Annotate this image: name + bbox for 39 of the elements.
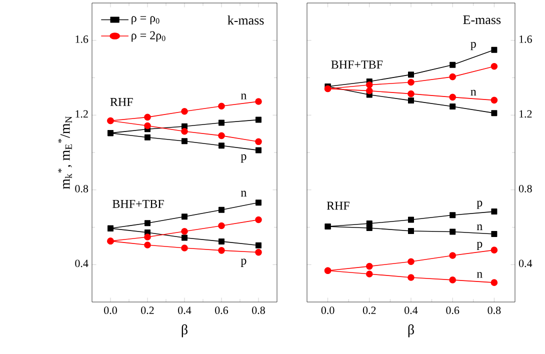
x-tick-label: 0.0 [321, 306, 334, 314]
x-tick-label: 0.4 [178, 306, 192, 314]
annotation: BHF+TBF [331, 60, 383, 69]
y-tick-label: 0.4 [518, 260, 532, 268]
y-tick-label: 0.8 [518, 184, 532, 192]
annotation: n [470, 90, 476, 96]
legend-label: ρ = ρ$_{0}$ [132, 16, 160, 24]
y-tick-label: 1.6 [76, 36, 88, 43]
x-tick-label: 0.2 [141, 306, 154, 314]
annotation: n [240, 94, 247, 100]
y-tick-label: 1.2 [520, 110, 532, 118]
annotation: p [240, 154, 246, 163]
x-tick-label: 0.6 [215, 306, 228, 314]
y-tick-label: 1.2 [76, 110, 88, 118]
x-tick-label: 0.8 [252, 306, 265, 314]
annotation: p [476, 200, 482, 209]
y-tick-label: 0.4 [75, 260, 88, 268]
annotation: n [476, 272, 482, 278]
y-tick-label: 1.6 [520, 36, 532, 43]
annotation: BHF+TBF [112, 200, 164, 208]
annotation: p [240, 258, 246, 267]
legend-label: ρ = 2ρ$_{0}$ [132, 31, 166, 42]
y-tick-label: 0.8 [75, 184, 88, 192]
x-tick-label: 0.8 [488, 306, 501, 314]
annotation: p [470, 42, 476, 50]
x-tick-label: 0.6 [446, 306, 460, 314]
annotation: RHF [110, 98, 133, 106]
x-axis-title: β [408, 324, 414, 338]
text: k-mass [228, 16, 264, 25]
text: E-mass [463, 16, 501, 24]
x-axis-title: β [182, 324, 188, 338]
x-tick-label: 0.4 [404, 306, 418, 314]
annotation: p [476, 242, 482, 250]
annotation: n [476, 224, 482, 230]
annotation: n [240, 190, 247, 196]
x-tick-label: 0.0 [104, 306, 117, 314]
annotation: RHF [326, 202, 350, 210]
y-axis-title: m$_{k}$$^{*}$, m$_{E}$$^{*}$/m$_{N}$ [58, 116, 72, 190]
x-tick-label: 0.2 [362, 306, 376, 314]
